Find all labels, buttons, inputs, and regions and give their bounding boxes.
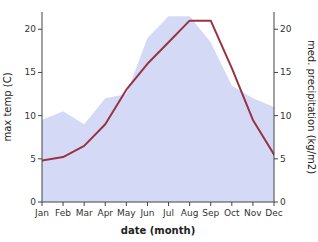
x-tick	[252, 202, 253, 206]
y2-tick-label: 15	[280, 67, 291, 77]
y2-tick	[274, 115, 278, 116]
y-tick-label: 10	[25, 111, 37, 121]
y-tick	[38, 29, 42, 30]
x-tick-label: Aug	[181, 208, 199, 218]
x-tick	[274, 202, 275, 206]
x-tick-label: Apr	[97, 208, 113, 218]
x-tick	[147, 202, 148, 206]
x-tick-label: Jul	[162, 208, 174, 218]
x-tick	[126, 202, 127, 206]
x-tick	[105, 202, 106, 206]
y2-tick	[274, 158, 278, 159]
x-tick	[210, 202, 211, 206]
y2-axis-title: med. precipitation (kg/m2)	[306, 40, 317, 174]
y2-tick	[274, 29, 278, 30]
x-tick-label: Oct	[224, 208, 240, 218]
x-tick	[63, 202, 64, 206]
y2-tick-label: 10	[280, 111, 292, 121]
y-axis-title: max temp (C)	[2, 72, 13, 141]
y-axis-line	[42, 12, 43, 202]
x-tick-label: Feb	[55, 208, 71, 218]
precip-area	[42, 16, 274, 202]
y2-tick-label: 5	[280, 154, 286, 164]
x-tick-label: Nov	[244, 208, 262, 218]
temp-line	[42, 21, 274, 161]
x-tick-label: Sep	[202, 208, 219, 218]
y-tick-label: 0	[30, 197, 36, 207]
x-tick	[42, 202, 43, 206]
x-tick	[168, 202, 169, 206]
x-tick	[231, 202, 232, 206]
chart: 0 5 10 15 20 0 5 10 15 20 Jan Feb Mar Apr MayJun Jul Aug…	[0, 0, 318, 242]
x-tick-label: Dec	[265, 208, 282, 218]
x-tick-label: Mar	[76, 208, 93, 218]
y-tick	[38, 72, 42, 73]
y2-tick	[274, 202, 278, 203]
x-tick	[189, 202, 190, 206]
y-tick	[38, 115, 42, 116]
y-tick	[38, 158, 42, 159]
x-tick-label: May	[117, 208, 136, 218]
x-axis-title: date (month)	[121, 225, 195, 236]
y-tick-label: 5	[30, 154, 36, 164]
x-tick-label: Jan	[34, 208, 49, 218]
y2-tick	[274, 72, 278, 73]
y-tick	[38, 202, 42, 203]
y2-tick-label: 20	[280, 24, 292, 34]
x-tick	[84, 202, 85, 206]
y-tick-label: 15	[25, 67, 36, 77]
x-tick-label: Jun	[139, 208, 154, 218]
plot-area	[42, 16, 274, 202]
y2-axis-line	[274, 12, 275, 202]
x-axis-line	[42, 202, 274, 203]
y2-tick-label: 0	[280, 197, 286, 207]
y-tick-label: 20	[25, 24, 37, 34]
